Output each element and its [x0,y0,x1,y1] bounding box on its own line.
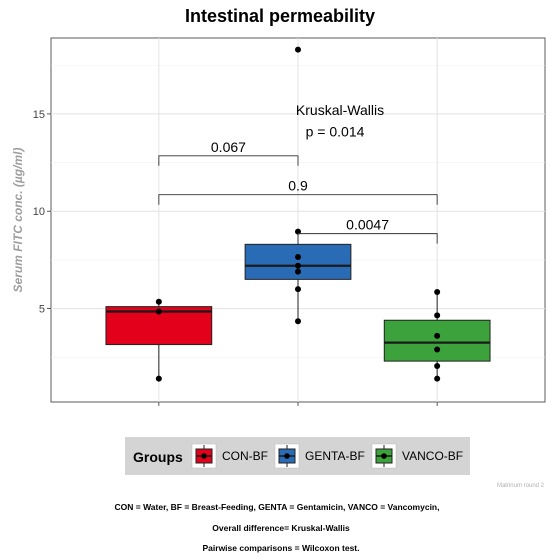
legend: Groups CON-BF GENTA-BF VANCO-BF [125,437,470,475]
comparison-bracket: 0.067 [158,139,299,166]
box-iqr [383,319,491,362]
watermark: Matrinum round 2 [497,483,545,489]
data-point [434,346,441,353]
kruskal-wallis-label: Kruskal-Wallis [296,102,384,118]
data-point [155,375,162,382]
comparison-p-value: 0.9 [288,178,308,194]
data-point [295,46,301,53]
data-point [295,318,301,325]
legend-label: GENTA-BF [305,449,365,463]
legend-title: Groups [133,449,183,465]
y-tick-label: 15 [33,109,45,121]
data-point [434,289,441,296]
legend-key-point [201,453,207,459]
data-point [434,375,441,382]
y-axis-label: Serum FITC conc. (µg/ml) [11,148,25,293]
data-point [434,312,441,319]
y-tick-label: 5 [39,304,45,316]
comparison-bracket: 0.9 [158,178,438,205]
bracket-line [297,233,438,244]
kruskal-wallis-p-value: p = 0.014 [306,123,365,139]
caption-line-3: Pairwise comparisons = Wilcoxon test. [203,543,360,553]
box-vanco-bf [383,289,491,382]
legend-label: CON-BF [222,449,268,463]
legend-item-con-bf: CON-BF [191,443,268,469]
y-tick-label: 10 [33,206,45,218]
chart-title: Intestinal permeability [185,6,375,26]
y-axis-ticks: 5 10 15 [33,109,438,406]
bracket-line [158,155,299,166]
data-point [155,298,162,305]
legend-key-point [381,453,387,459]
comparison-p-value: 0.0047 [346,217,389,233]
legend-item-vanco-bf: VANCO-BF [371,443,463,469]
data-point [295,262,301,269]
legend-label: VANCO-BF [402,449,463,463]
data-point [295,253,301,260]
caption-line-1: CON = Water, BF = Breast-Feeding, GENTA … [115,502,440,512]
comparisons: 0.067 0.9 0.0047 [158,139,438,244]
box-con-bf [105,298,213,382]
legend-items: CON-BF GENTA-BF VANCO-BF [191,443,463,469]
comparison-bracket: 0.0047 [297,217,438,244]
bracket-line [158,194,438,205]
legend-key-point [284,453,290,459]
comparison-p-value: 0.067 [211,139,246,155]
data-point [295,268,301,275]
boxes [105,46,491,382]
data-point [434,332,441,339]
data-point [434,362,441,369]
caption-line-2: Overall difference= Kruskal-Wallis [212,523,350,533]
legend-item-genta-bf: GENTA-BF [274,443,365,469]
data-point [155,308,162,315]
data-point [295,286,301,293]
box-genta-bf [244,46,352,325]
